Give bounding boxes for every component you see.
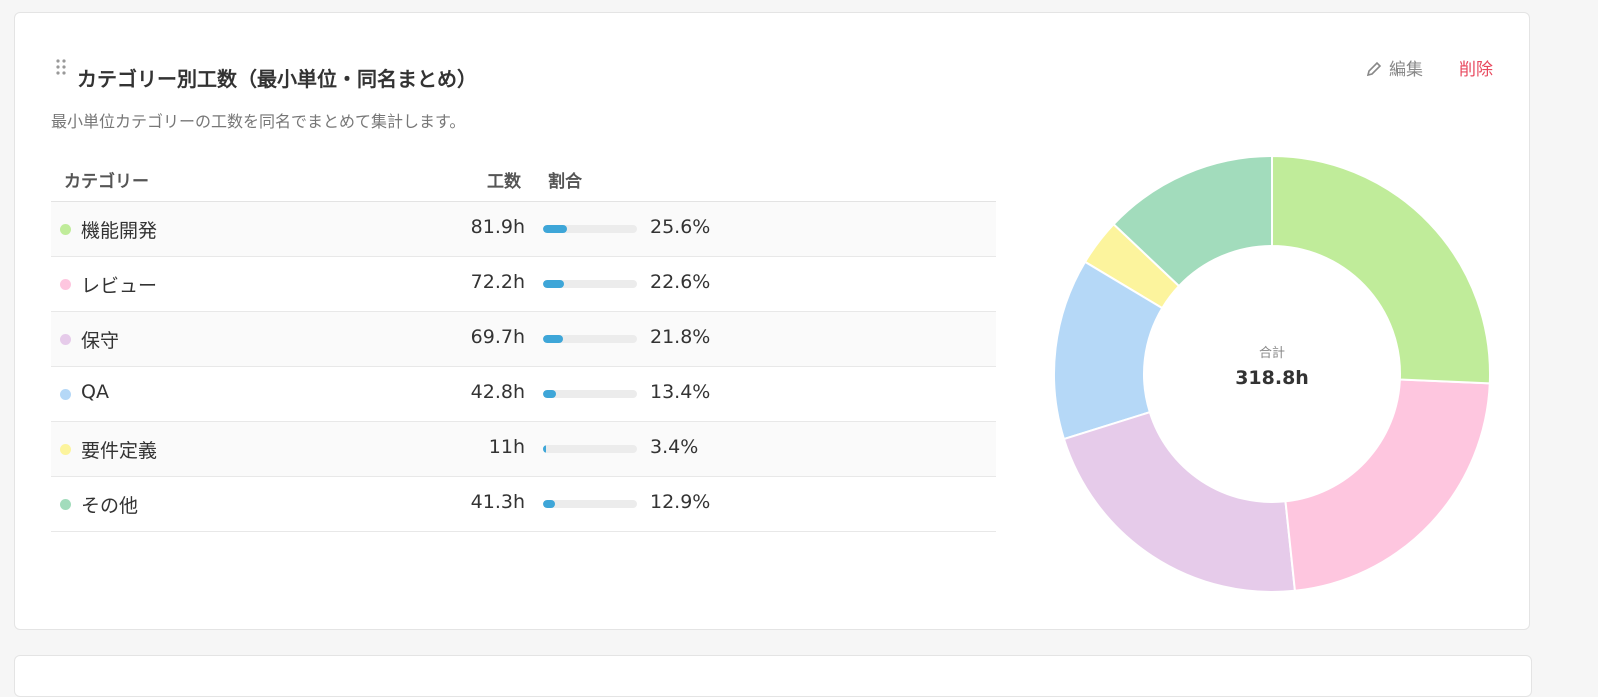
- donut-segment: [1062, 410, 1297, 593]
- share: 21.8%: [650, 326, 711, 348]
- share-bar: [543, 445, 547, 453]
- table-body: 機能開発 81.9h 25.6% レビュー 72.2h 22.6% 保守 69.7h 21.8%…: [51, 202, 996, 532]
- hours: 41.3h: [470, 491, 525, 513]
- share-track: [543, 500, 637, 508]
- donut-segment: [1271, 154, 1491, 385]
- donut-segment: [1083, 222, 1181, 310]
- drag-handle[interactable]: [56, 59, 66, 75]
- table-row: 要件定義 11h 3.4%: [51, 422, 996, 477]
- pencil-icon: [1366, 61, 1382, 77]
- table-row: その他 41.3h 12.9%: [51, 477, 996, 532]
- table-row: QA 42.8h 13.4%: [51, 367, 996, 422]
- edit-button[interactable]: 編集: [1365, 55, 1423, 80]
- delete-button[interactable]: 削除: [1459, 60, 1493, 80]
- share: 3.4%: [650, 436, 699, 458]
- share-bar: [543, 280, 565, 288]
- page: カテゴリー別工数（最小単位・同名まとめ） 編集 削除 最小単位カテゴリーの工数を…: [14, 12, 1532, 697]
- card: カテゴリー別工数（最小単位・同名まとめ） 編集 削除 最小単位カテゴリーの工数を…: [14, 12, 1530, 630]
- category-name: 要件定義: [81, 440, 158, 462]
- category-dot: [60, 389, 71, 400]
- share: 12.9%: [650, 491, 711, 513]
- donut-total: 318.8h: [1235, 367, 1309, 389]
- share: 22.6%: [650, 271, 711, 293]
- hours: 69.7h: [470, 326, 525, 348]
- table-header: カテゴリー 工数 割合: [51, 163, 996, 202]
- share-bar: [543, 225, 568, 233]
- hours: 72.2h: [470, 271, 525, 293]
- category-dot: [60, 444, 71, 455]
- share: 25.6%: [650, 216, 711, 238]
- column-header: 割合: [548, 172, 582, 192]
- share-track: [543, 335, 637, 343]
- edit-label: 編集: [1389, 60, 1423, 80]
- category-name: 機能開発: [81, 220, 158, 242]
- hours: 42.8h: [470, 381, 525, 403]
- category-dot: [60, 499, 71, 510]
- table-row: 保守 69.7h 21.8%: [51, 312, 996, 367]
- share-track: [543, 390, 637, 398]
- donut-center-label: 合計: [1259, 345, 1285, 361]
- hours: 81.9h: [470, 216, 525, 238]
- category-name: 保守: [81, 330, 120, 352]
- share: 13.4%: [650, 381, 711, 403]
- hours: 11h: [488, 436, 525, 458]
- share-track: [543, 225, 637, 233]
- column-header: カテゴリー: [64, 172, 149, 192]
- card-title: カテゴリー別工数（最小単位・同名まとめ）: [77, 67, 477, 91]
- share-track: [543, 280, 637, 288]
- next-card: [14, 655, 1532, 697]
- table: カテゴリー 工数 割合 機能開発 81.9h 25.6% レビュー 72.2h 22.6%…: [51, 163, 996, 532]
- share-bar: [543, 390, 556, 398]
- category-dot: [60, 279, 71, 290]
- column-header: 工数: [487, 172, 521, 192]
- category-dot: [60, 334, 71, 345]
- share-track: [543, 445, 637, 453]
- donut-segment: [1284, 378, 1491, 592]
- donut-segment: [1112, 154, 1273, 288]
- share-bar: [543, 335, 564, 343]
- donut-segment: [1053, 260, 1164, 441]
- table-row: 機能開発 81.9h 25.6%: [51, 202, 996, 257]
- description: 最小単位カテゴリーの工数を同名でまとめて集計します。: [51, 112, 466, 131]
- category-dot: [60, 224, 71, 235]
- share-bar: [543, 500, 556, 508]
- category-name: QA: [81, 381, 109, 403]
- table-row: レビュー 72.2h 22.6%: [51, 257, 996, 312]
- category-name: その他: [81, 495, 139, 517]
- category-name: レビュー: [81, 275, 158, 297]
